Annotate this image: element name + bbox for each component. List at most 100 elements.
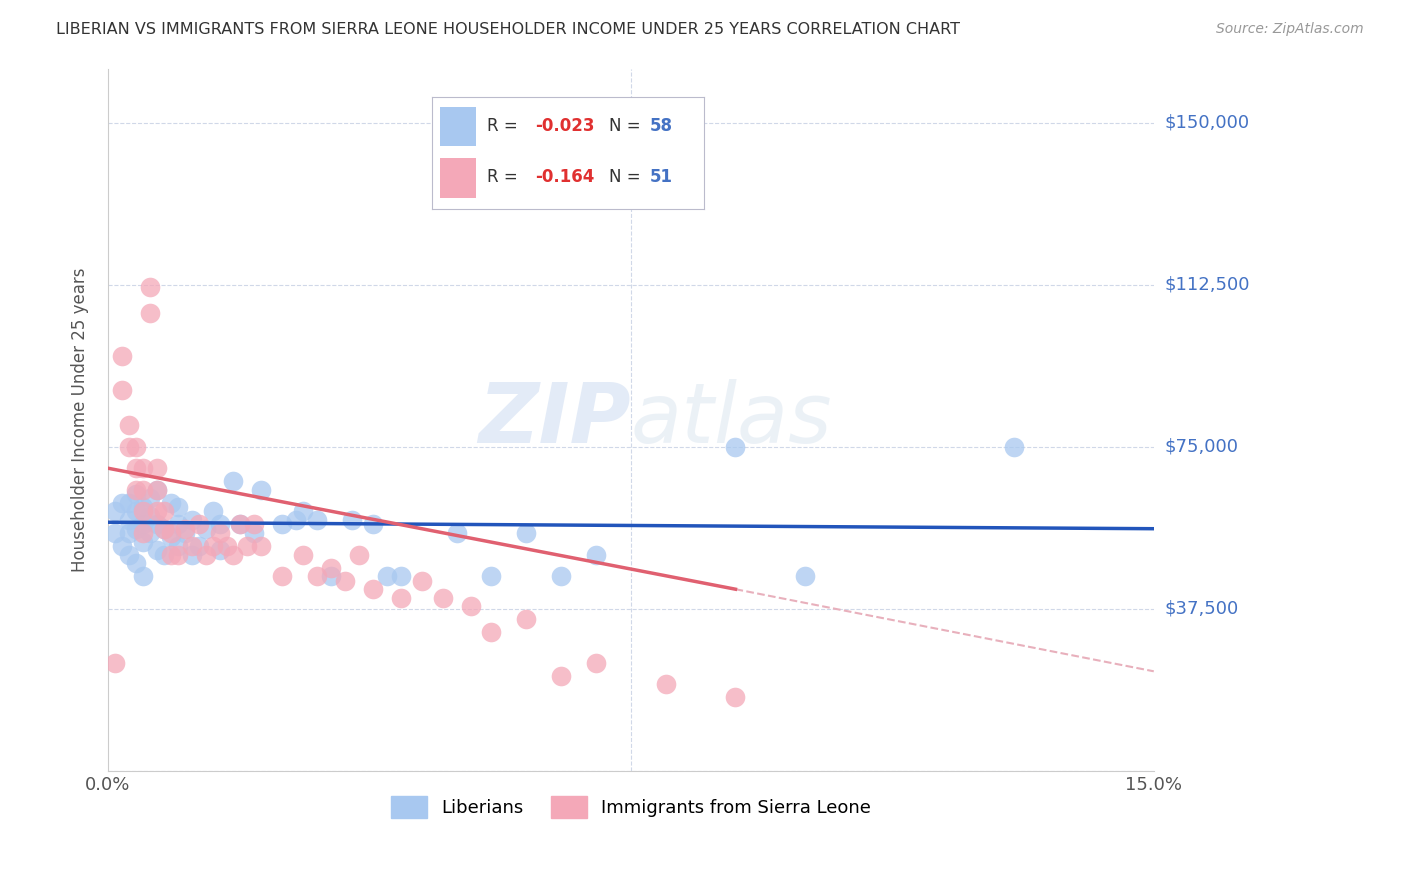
Point	[118, 513, 141, 527]
Text: atlas: atlas	[631, 379, 832, 460]
Point	[1002, 440, 1025, 454]
Point	[460, 599, 482, 614]
Point	[180, 539, 202, 553]
Point	[111, 384, 134, 398]
Point	[389, 569, 412, 583]
Point	[250, 539, 273, 553]
Point	[146, 483, 169, 497]
Point	[215, 539, 238, 553]
Point	[125, 556, 148, 570]
Point	[139, 508, 162, 523]
Point	[292, 504, 315, 518]
Point	[585, 656, 607, 670]
Point	[222, 548, 245, 562]
Point	[139, 491, 162, 506]
Text: ZIP: ZIP	[478, 379, 631, 460]
Point	[361, 582, 384, 597]
Point	[180, 513, 202, 527]
Point	[125, 504, 148, 518]
Point	[724, 440, 747, 454]
Text: Source: ZipAtlas.com: Source: ZipAtlas.com	[1216, 22, 1364, 37]
Point	[132, 534, 155, 549]
Point	[173, 522, 195, 536]
Point	[208, 543, 231, 558]
Point	[187, 539, 209, 553]
Point	[481, 625, 503, 640]
Point	[285, 513, 308, 527]
Text: $75,000: $75,000	[1166, 438, 1239, 456]
Point	[515, 612, 537, 626]
Point	[550, 668, 572, 682]
Text: $150,000: $150,000	[1166, 113, 1250, 131]
Point	[550, 569, 572, 583]
Point	[271, 517, 294, 532]
Point	[347, 548, 370, 562]
Point	[194, 548, 217, 562]
Point	[173, 526, 195, 541]
Point	[187, 517, 209, 532]
Point	[118, 417, 141, 432]
Point	[159, 496, 181, 510]
Point	[125, 461, 148, 475]
Point	[166, 539, 188, 553]
Point	[208, 526, 231, 541]
Point	[125, 483, 148, 497]
Point	[201, 539, 224, 553]
Point	[132, 569, 155, 583]
Y-axis label: Householder Income Under 25 years: Householder Income Under 25 years	[72, 268, 89, 572]
Point	[446, 526, 468, 541]
Point	[250, 483, 273, 497]
Point	[152, 522, 174, 536]
Point	[222, 474, 245, 488]
Point	[229, 517, 252, 532]
Point	[146, 543, 169, 558]
Point	[166, 517, 188, 532]
Point	[236, 539, 259, 553]
Point	[319, 560, 342, 574]
Point	[724, 690, 747, 705]
Point	[307, 513, 329, 527]
Point	[159, 530, 181, 544]
Point	[655, 677, 678, 691]
Point	[118, 496, 141, 510]
Point	[118, 440, 141, 454]
Point	[340, 513, 363, 527]
Point	[132, 483, 155, 497]
Point	[152, 548, 174, 562]
Legend: Liberians, Immigrants from Sierra Leone: Liberians, Immigrants from Sierra Leone	[384, 789, 879, 825]
Point	[159, 526, 181, 541]
Point	[125, 440, 148, 454]
Point	[139, 526, 162, 541]
Point	[118, 526, 141, 541]
Point	[139, 306, 162, 320]
Point	[166, 548, 188, 562]
Point	[132, 504, 155, 518]
Point	[411, 574, 433, 588]
Point	[132, 526, 155, 541]
Point	[194, 522, 217, 536]
Point	[118, 548, 141, 562]
Point	[515, 526, 537, 541]
Point	[139, 279, 162, 293]
Point	[208, 517, 231, 532]
Point	[132, 461, 155, 475]
Point	[319, 569, 342, 583]
Point	[159, 548, 181, 562]
Point	[585, 548, 607, 562]
Point	[292, 548, 315, 562]
Point	[104, 504, 127, 518]
Point	[152, 522, 174, 536]
Text: $112,500: $112,500	[1166, 276, 1250, 293]
Point	[132, 500, 155, 515]
Point	[125, 522, 148, 536]
Point	[104, 526, 127, 541]
Point	[146, 517, 169, 532]
Point	[794, 569, 817, 583]
Point	[180, 548, 202, 562]
Point	[132, 517, 155, 532]
Point	[201, 504, 224, 518]
Point	[229, 517, 252, 532]
Point	[146, 504, 169, 518]
Point	[111, 539, 134, 553]
Point	[481, 569, 503, 583]
